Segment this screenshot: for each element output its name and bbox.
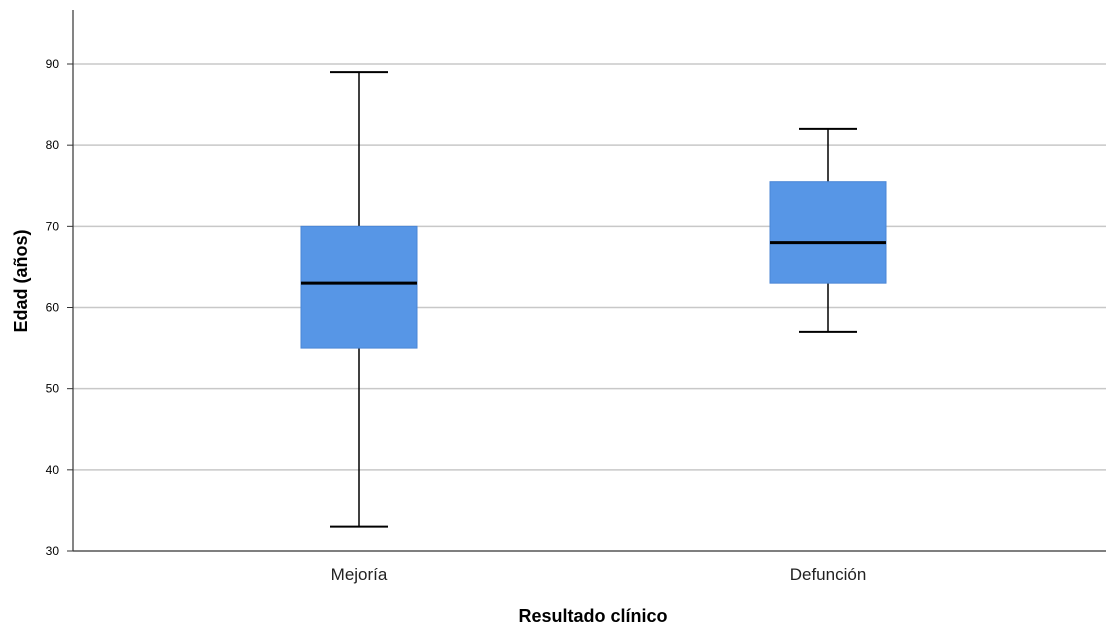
- box-2-iqr-rect: [769, 181, 887, 284]
- y-tick-labels: 30 40 50 60 70 80 90: [46, 57, 73, 558]
- y-tick-label-80: 80: [46, 138, 60, 152]
- y-axis-title: Edad (años): [11, 229, 31, 332]
- boxes: [300, 71, 887, 528]
- x-category-label-2: Defunción: [790, 565, 867, 584]
- box-1-iqr-rect: [300, 225, 418, 349]
- x-category-label-1: Mejoría: [331, 565, 388, 584]
- box-2: [769, 127, 887, 333]
- y-tick-label-40: 40: [46, 463, 60, 477]
- y-tick-label-70: 70: [46, 219, 60, 233]
- y-tick-label-60: 60: [46, 301, 60, 315]
- y-tick-label-90: 90: [46, 57, 60, 71]
- box-1: [300, 71, 418, 528]
- grid-lines: [73, 63, 1106, 471]
- x-category-labels: Mejoría Defunción: [331, 565, 867, 584]
- x-axis-title: Resultado clínico: [518, 606, 667, 626]
- axes: [72, 10, 1106, 552]
- y-tick-label-50: 50: [46, 382, 60, 396]
- y-tick-label-30: 30: [46, 544, 60, 558]
